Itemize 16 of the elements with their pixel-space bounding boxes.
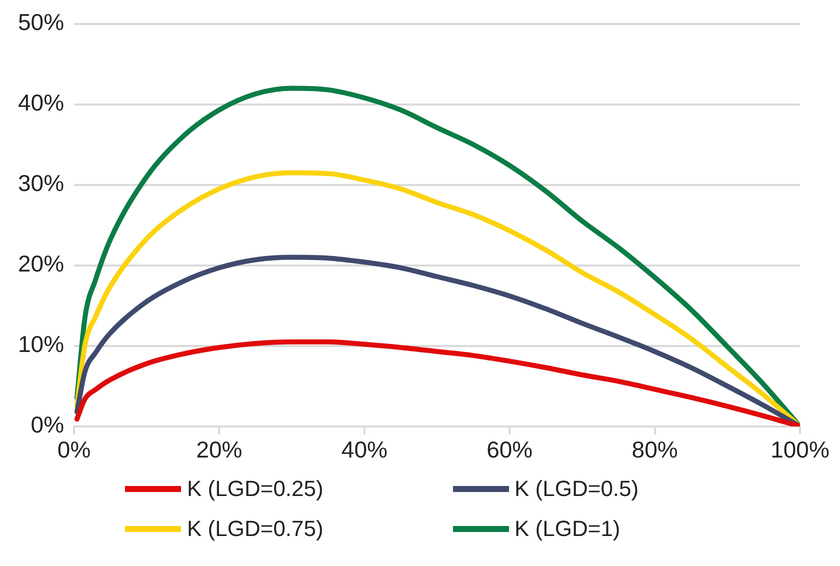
y-tick-label: 30% — [18, 170, 64, 196]
x-tick-label: 60% — [486, 436, 533, 463]
x-tick-label: 20% — [196, 436, 242, 463]
x-tick-label: 100% — [770, 436, 830, 463]
x-tick-label: 40% — [341, 436, 388, 463]
y-tick-label: 20% — [18, 250, 64, 277]
legend-label: K (LGD=0.75) — [187, 516, 324, 542]
legend-label: K (LGD=1) — [514, 516, 620, 542]
x-tick-label: 0% — [57, 436, 91, 463]
y-tick-label: 0% — [30, 412, 64, 438]
legend-label: K (LGD=0.5) — [514, 476, 639, 502]
y-tick-label: 40% — [18, 90, 64, 116]
legend-label: K (LGD=0.25) — [187, 476, 324, 502]
y-tick-label: 50% — [18, 9, 64, 36]
x-tick-label: 80% — [632, 436, 678, 463]
y-tick-label: 10% — [18, 331, 64, 358]
